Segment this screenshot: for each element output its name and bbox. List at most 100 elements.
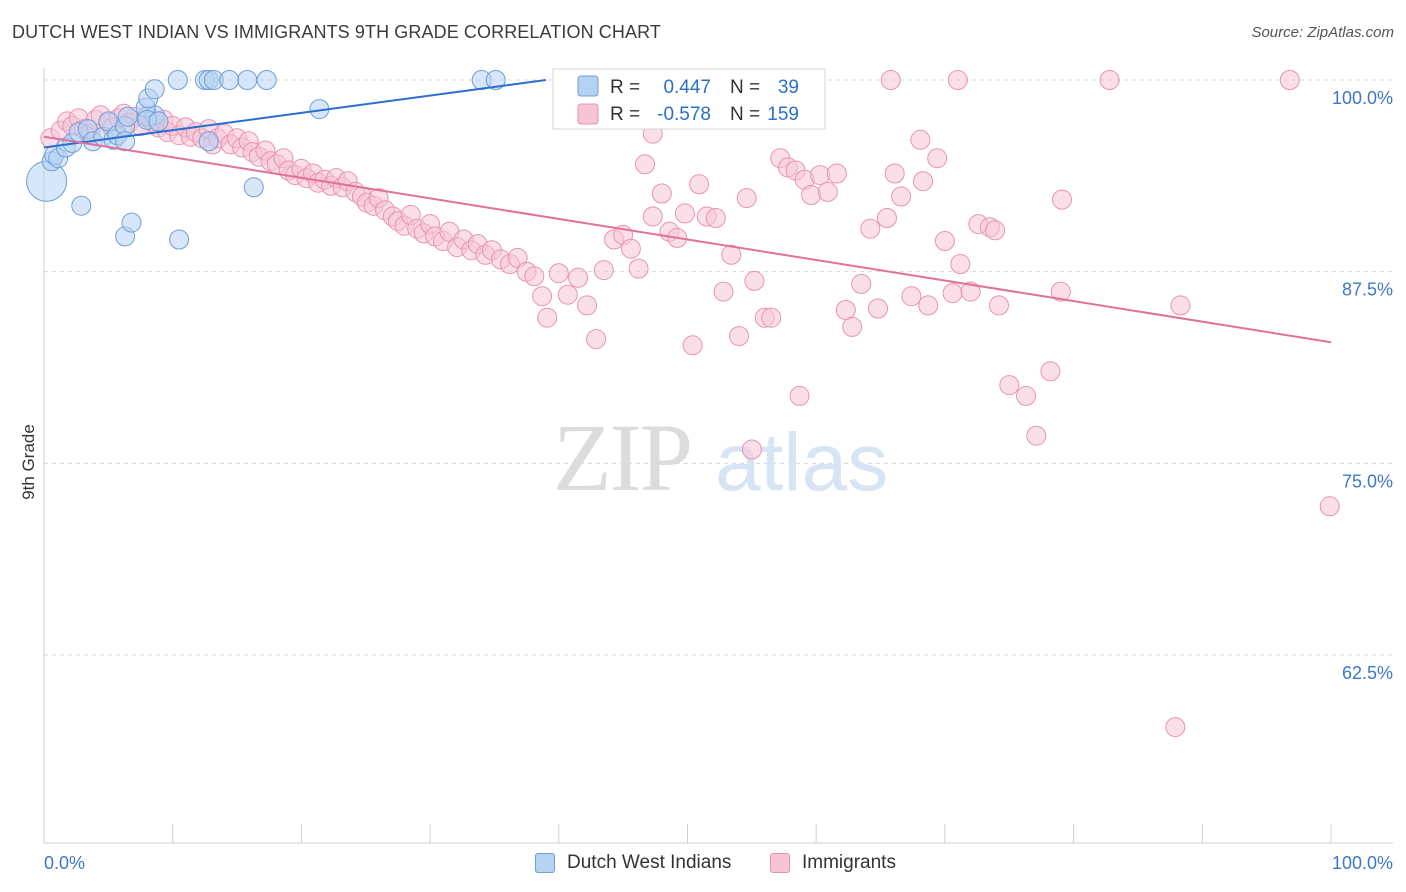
pink-point-139 [1050, 281, 1071, 302]
pink-point-85 [586, 329, 607, 350]
stats-legend-swatch-blue [577, 75, 599, 97]
pink-point-113 [810, 165, 831, 186]
legend-label-immigrants: Immigrants [802, 852, 896, 873]
x-tick-label-min: 0.0% [44, 853, 85, 873]
legend-label-dutch-west-indians: Dutch West Indians [567, 852, 732, 873]
pink-point-100 [705, 208, 726, 228]
y-tick-label-3: 62.5% [1342, 663, 1393, 683]
pink-point-130 [950, 254, 971, 274]
blue-point-23 [167, 70, 188, 90]
series-immigrants [40, 70, 1340, 738]
pink-point-135 [999, 375, 1020, 396]
stats-legend-swatch-pink [577, 103, 599, 125]
pink-point-101 [713, 281, 734, 302]
pink-point-143 [1279, 70, 1300, 90]
blue-point-30 [243, 177, 264, 198]
pink-point-121 [877, 208, 897, 228]
pink-point-97 [682, 335, 703, 356]
blue-point-38 [485, 70, 506, 90]
legend-item-immigrants: Immigrants [770, 852, 896, 874]
pink-point-123 [891, 186, 912, 207]
x-tick-labels: 0.0% 100.0% [44, 853, 1393, 873]
pink-point-96 [674, 203, 695, 224]
pink-point-128 [934, 231, 955, 251]
pink-point-147 [1319, 496, 1340, 517]
stats-n-value-1: 39 [778, 77, 799, 98]
blue-point-35 [198, 131, 219, 152]
pink-point-125 [910, 129, 931, 150]
pink-point-124 [901, 286, 922, 307]
blue-point-34 [169, 229, 190, 250]
pink-point-122 [884, 163, 905, 184]
pink-point-80 [537, 307, 558, 328]
stats-n-label-2: N = [730, 104, 760, 125]
blue-point-14 [117, 106, 138, 127]
pink-point-107 [761, 307, 782, 328]
y-axis-label: 9th Grade [19, 424, 38, 500]
y-tick-labels: 100.0% 87.5% 75.0% 62.5% [1332, 88, 1393, 683]
stats-r-label-1: R = [610, 77, 640, 98]
watermark: ZIP atlas [553, 404, 888, 511]
pink-point-79 [532, 286, 553, 307]
pink-point-129 [942, 283, 963, 304]
pink-point-93 [651, 183, 672, 204]
pink-point-127 [927, 148, 948, 169]
legend-item-dutch-west-indians: Dutch West Indians [535, 852, 731, 874]
pink-point-83 [568, 267, 589, 288]
pink-point-126 [918, 295, 939, 316]
pink-point-105 [744, 270, 765, 291]
pink-point-148 [741, 439, 762, 460]
pink-point-91 [635, 154, 655, 175]
blue-point-33 [121, 212, 142, 233]
pink-point-134 [989, 295, 1009, 316]
pink-point-104 [736, 188, 757, 209]
pink-point-98 [689, 174, 710, 195]
gridlines [44, 79, 1393, 656]
pink-point-86 [593, 260, 614, 281]
pink-point-81 [548, 263, 569, 284]
pink-point-146 [1165, 717, 1186, 738]
pink-point-145 [1170, 295, 1191, 316]
pink-point-141 [947, 70, 968, 90]
trend-line-dutch-west-indians [43, 79, 547, 149]
pink-point-140 [880, 70, 901, 90]
y-tick-label-1: 87.5% [1342, 280, 1393, 300]
pink-point-136 [1016, 385, 1036, 406]
legend-swatch-pink [770, 853, 790, 873]
pink-point-117 [842, 316, 863, 337]
y-tick-label-0: 100.0% [1332, 88, 1393, 108]
pink-point-118 [851, 273, 872, 294]
stats-r-value-1: 0.447 [663, 77, 711, 98]
y-tick-label-2: 75.0% [1342, 471, 1393, 491]
pink-point-102 [721, 244, 742, 265]
x-tick-label-max: 100.0% [1332, 853, 1393, 873]
pink-point-119 [860, 218, 881, 239]
pink-point-152 [985, 220, 1006, 241]
pink-point-137 [1026, 425, 1047, 446]
watermark-atlas: atlas [715, 417, 888, 508]
pink-point-82 [557, 284, 578, 305]
pink-point-112 [801, 185, 822, 205]
pink-point-120 [868, 298, 888, 319]
bottom-legend: Dutch West Indians Immigrants [0, 852, 1406, 878]
stats-r-label-2: R = [610, 104, 640, 125]
pink-point-138 [1040, 361, 1061, 382]
pink-point-90 [628, 258, 649, 279]
trend-lines [43, 79, 1332, 344]
pink-point-149 [789, 385, 810, 406]
stats-n-label-1: N = [730, 77, 760, 98]
pink-point-92 [642, 206, 663, 227]
blue-point-29 [256, 70, 277, 90]
pink-point-89 [620, 238, 641, 259]
pink-point-131 [960, 281, 981, 302]
pink-point-144 [1052, 189, 1072, 210]
blue-point-22 [144, 79, 165, 100]
pink-point-151 [913, 171, 933, 192]
blue-point-27 [219, 70, 240, 90]
pink-point-114 [817, 181, 838, 202]
trend-line-immigrants [43, 135, 1332, 344]
blue-point-20 [148, 111, 169, 132]
pink-point-78 [524, 266, 545, 287]
stats-legend: R = 0.447 N = 39 R = -0.578 N = 159 [552, 68, 826, 130]
